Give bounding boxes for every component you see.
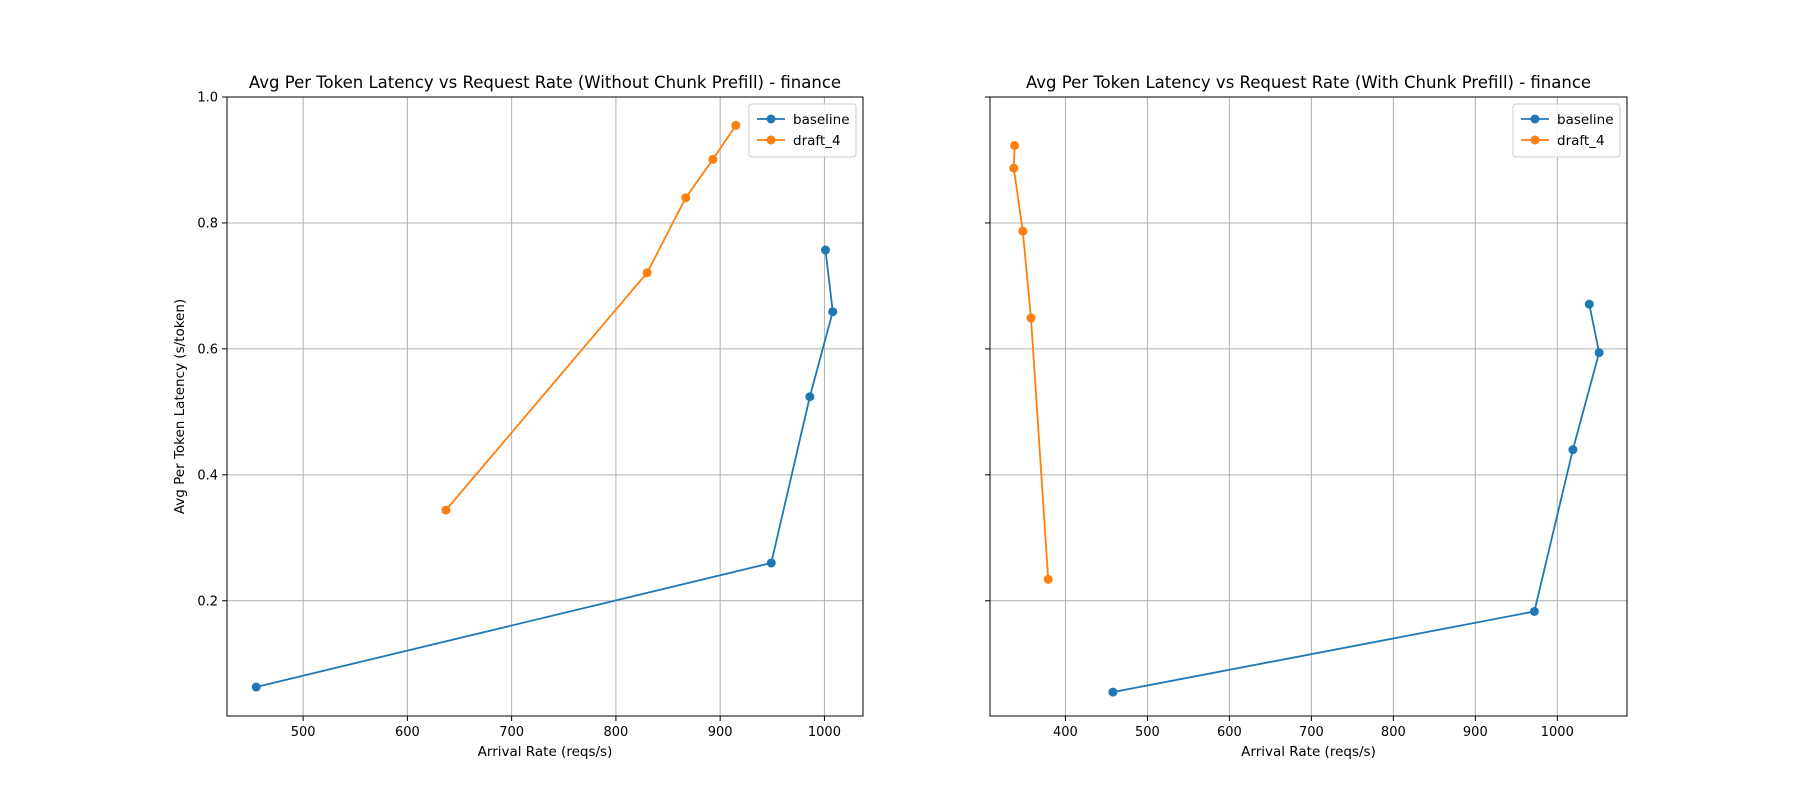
data-point-draft_4: [1009, 163, 1019, 173]
series-line-draft_4: [445, 124, 737, 511]
data-point-draft_4: [1010, 140, 1020, 150]
data-point-baseline: [1584, 299, 1594, 309]
x-tick-label: 600: [1217, 725, 1242, 740]
x-tick-label: 700: [1299, 725, 1324, 740]
legend-label-baseline: baseline: [1557, 112, 1614, 128]
legend: baseline draft_4: [1512, 103, 1621, 158]
data-point-baseline: [1108, 687, 1118, 697]
plot-frame: [989, 96, 1628, 717]
data-point-baseline: [1594, 348, 1604, 358]
x-tick-label: 400: [1053, 725, 1078, 740]
legend-marker-draft_4: [1530, 135, 1540, 145]
data-point-draft_4: [681, 193, 691, 203]
series-line-baseline: [255, 249, 834, 688]
x-tick-label: 500: [291, 725, 316, 740]
chart-panel-1: 500 600 700 800 900 1000 0.2 0.4 0.6 0.8 1.0 Avg Pe…: [172, 73, 864, 760]
series-line-draft_4: [1012, 145, 1050, 580]
x-tick-label: 800: [603, 725, 628, 740]
x-tick-label: 500: [1135, 725, 1160, 740]
y-axis-label: Avg Per Token Latency (s/token): [172, 299, 188, 514]
data-point-draft_4: [708, 154, 718, 164]
x-tick-label: 800: [1381, 725, 1406, 740]
x-tick-label: 900: [708, 725, 733, 740]
legend-box: [1512, 103, 1621, 158]
data-point-baseline: [766, 558, 776, 568]
chart-title: Avg Per Token Latency vs Request Rate (W…: [1026, 73, 1591, 92]
legend-marker-baseline: [766, 114, 776, 124]
data-point-draft_4: [731, 120, 741, 130]
plot-frame: [226, 96, 864, 717]
legend-marker-draft_4: [766, 135, 776, 145]
legend: baseline draft_4: [748, 103, 857, 158]
y-tick-label: 0.4: [197, 468, 218, 483]
y-tick-label: 0.8: [197, 216, 218, 231]
legend-label-draft_4: draft_4: [1557, 133, 1605, 149]
data-point-draft_4: [1026, 313, 1036, 323]
x-axis-label: Arrival Rate (reqs/s): [1241, 744, 1376, 760]
legend-label-draft_4: draft_4: [793, 133, 841, 149]
legend-box: [748, 103, 857, 158]
data-point-draft_4: [1043, 574, 1053, 584]
chart-panel-2: 400 500 600 700 800 900 1000 Avg Per Token Late…: [985, 73, 1628, 760]
series-line-baseline: [1112, 303, 1601, 693]
x-tick-label: 700: [499, 725, 524, 740]
legend-marker-baseline: [1530, 114, 1540, 124]
x-tick-label: 600: [395, 725, 420, 740]
x-tick-label: 900: [1463, 725, 1488, 740]
data-point-baseline: [828, 307, 838, 317]
data-point-baseline: [805, 392, 815, 402]
y-tick-label: 1.0: [197, 91, 218, 106]
x-tick-label: 1000: [1541, 725, 1574, 740]
data-point-baseline: [1529, 606, 1539, 616]
y-tick-label: 0.2: [197, 594, 218, 609]
legend-label-baseline: baseline: [793, 112, 850, 128]
data-point-draft_4: [441, 505, 451, 515]
x-tick-label: 1000: [808, 725, 841, 740]
data-point-baseline: [1568, 445, 1578, 455]
data-point-draft_4: [1018, 226, 1028, 236]
data-point-baseline: [251, 682, 261, 692]
data-point-baseline: [820, 245, 830, 255]
y-tick-label: 0.6: [197, 342, 218, 357]
data-point-draft_4: [642, 268, 652, 278]
x-axis-label: Arrival Rate (reqs/s): [478, 744, 613, 760]
chart-title: Avg Per Token Latency vs Request Rate (W…: [249, 73, 841, 92]
